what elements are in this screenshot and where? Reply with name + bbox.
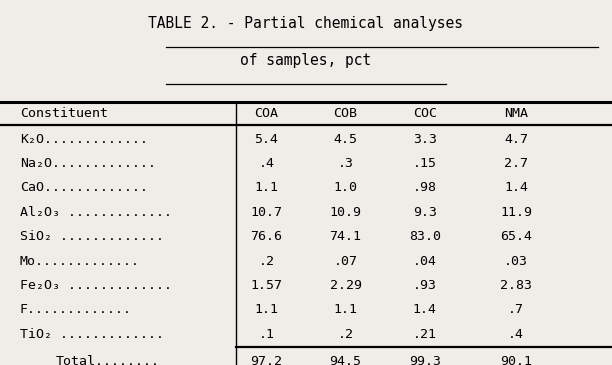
Text: F.............: F............. bbox=[20, 303, 132, 316]
Text: COA: COA bbox=[255, 107, 278, 120]
Text: .07: .07 bbox=[334, 254, 357, 268]
Text: .2: .2 bbox=[338, 328, 354, 341]
Text: 2.29: 2.29 bbox=[330, 279, 362, 292]
Text: 1.57: 1.57 bbox=[250, 279, 282, 292]
Text: Mo.............: Mo............. bbox=[20, 254, 140, 268]
Text: 74.1: 74.1 bbox=[330, 230, 362, 243]
Text: .1: .1 bbox=[258, 328, 274, 341]
Text: 1.1: 1.1 bbox=[255, 303, 278, 316]
Text: of samples, pct: of samples, pct bbox=[241, 53, 371, 68]
Text: 9.3: 9.3 bbox=[413, 206, 437, 219]
Text: 97.2: 97.2 bbox=[250, 355, 282, 365]
Text: 10.9: 10.9 bbox=[330, 206, 362, 219]
Text: .98: .98 bbox=[413, 181, 437, 195]
Text: Al₂O₃ .............: Al₂O₃ ............. bbox=[20, 206, 171, 219]
Text: 4.7: 4.7 bbox=[504, 132, 528, 146]
Text: 90.1: 90.1 bbox=[500, 355, 532, 365]
Text: Na₂O.............: Na₂O............. bbox=[20, 157, 155, 170]
Text: CaO.............: CaO............. bbox=[20, 181, 147, 195]
Text: SiO₂ .............: SiO₂ ............. bbox=[20, 230, 163, 243]
Text: .4: .4 bbox=[508, 328, 524, 341]
Text: COC: COC bbox=[413, 107, 437, 120]
Text: 1.1: 1.1 bbox=[334, 303, 357, 316]
Text: 1.1: 1.1 bbox=[255, 181, 278, 195]
Text: .7: .7 bbox=[508, 303, 524, 316]
Text: .2: .2 bbox=[258, 254, 274, 268]
Text: .15: .15 bbox=[413, 157, 437, 170]
Text: 4.5: 4.5 bbox=[334, 132, 357, 146]
Text: 1.4: 1.4 bbox=[413, 303, 437, 316]
Text: 94.5: 94.5 bbox=[330, 355, 362, 365]
Text: COB: COB bbox=[334, 107, 357, 120]
Text: 2.83: 2.83 bbox=[500, 279, 532, 292]
Text: 1.4: 1.4 bbox=[504, 181, 528, 195]
Text: NMA: NMA bbox=[504, 107, 528, 120]
Text: TiO₂ .............: TiO₂ ............. bbox=[20, 328, 163, 341]
Text: .4: .4 bbox=[258, 157, 274, 170]
Text: Fe₂O₃ .............: Fe₂O₃ ............. bbox=[20, 279, 171, 292]
Text: 2.7: 2.7 bbox=[504, 157, 528, 170]
Text: K₂O.............: K₂O............. bbox=[20, 132, 147, 146]
Text: Constituent: Constituent bbox=[20, 107, 108, 120]
Text: 83.0: 83.0 bbox=[409, 230, 441, 243]
Text: .21: .21 bbox=[413, 328, 437, 341]
Text: .04: .04 bbox=[413, 254, 437, 268]
Text: 65.4: 65.4 bbox=[500, 230, 532, 243]
Text: 3.3: 3.3 bbox=[413, 132, 437, 146]
Text: 10.7: 10.7 bbox=[250, 206, 282, 219]
Text: 99.3: 99.3 bbox=[409, 355, 441, 365]
Text: 76.6: 76.6 bbox=[250, 230, 282, 243]
Text: .03: .03 bbox=[504, 254, 528, 268]
Text: 5.4: 5.4 bbox=[255, 132, 278, 146]
Text: TABLE 2. - Partial chemical analyses: TABLE 2. - Partial chemical analyses bbox=[149, 16, 463, 31]
Text: 11.9: 11.9 bbox=[500, 206, 532, 219]
Text: .3: .3 bbox=[338, 157, 354, 170]
Text: .93: .93 bbox=[413, 279, 437, 292]
Text: 1.0: 1.0 bbox=[334, 181, 357, 195]
Text: Total........: Total........ bbox=[56, 355, 160, 365]
